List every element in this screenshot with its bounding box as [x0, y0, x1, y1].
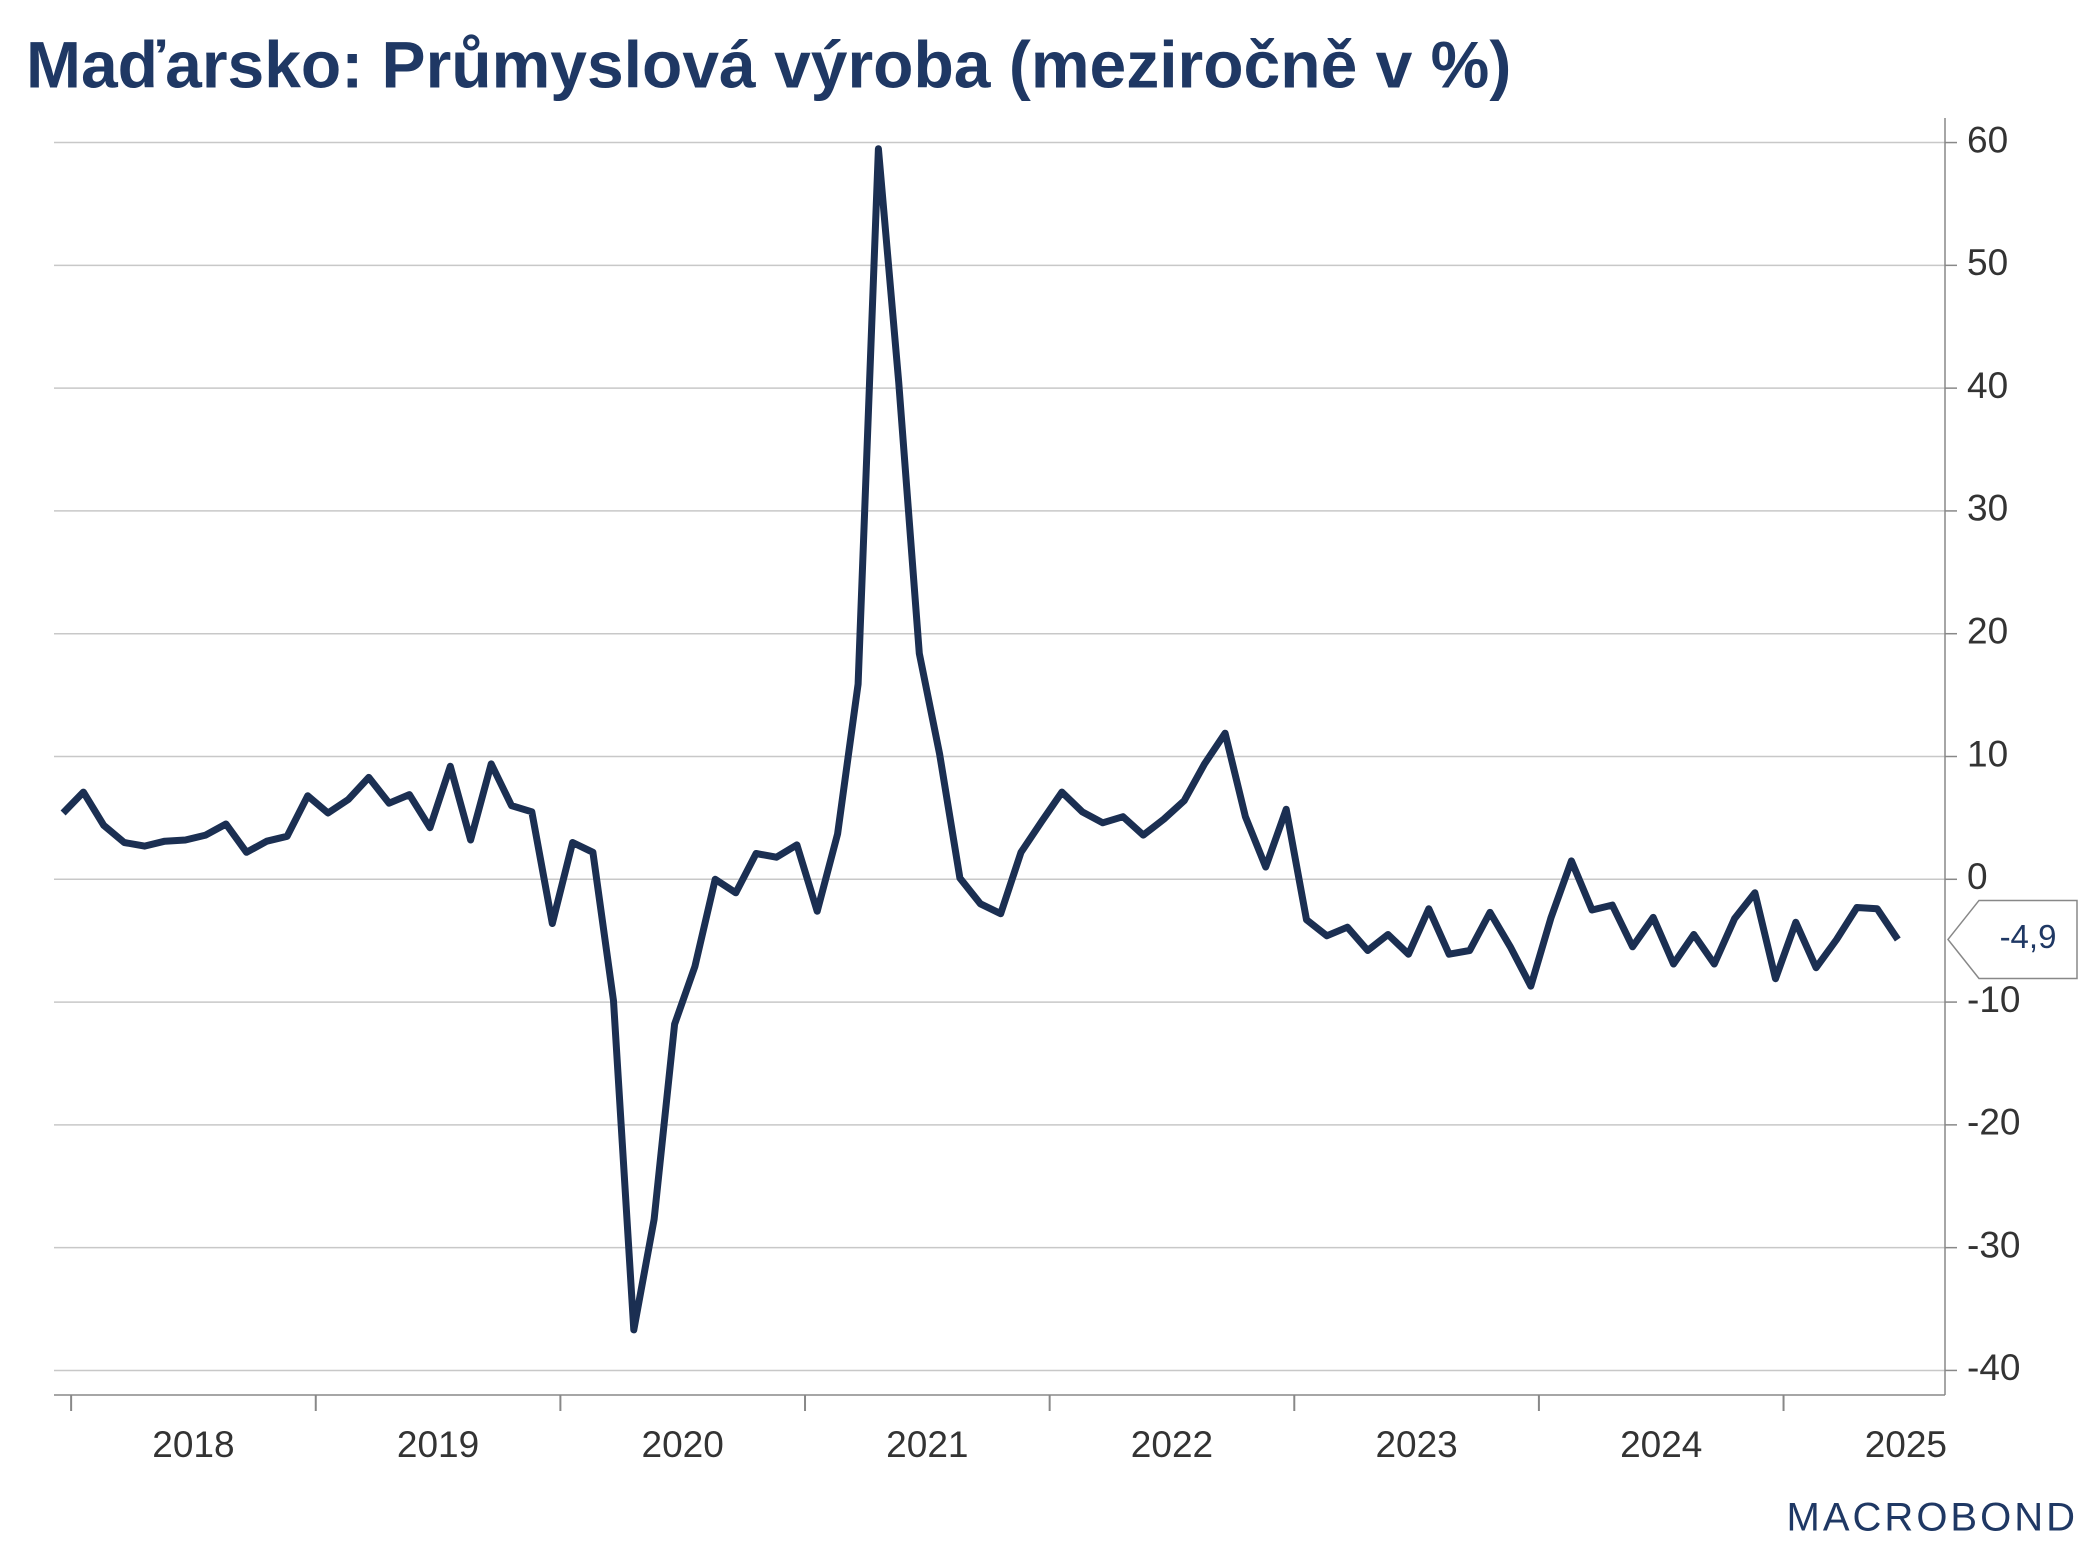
- x-tick-label: 2021: [886, 1424, 968, 1465]
- x-tick-label: 2023: [1375, 1424, 1457, 1465]
- last-value-label: -4,9: [2000, 918, 2057, 955]
- y-tick-label: -30: [1967, 1224, 2020, 1265]
- y-tick-label: -10: [1967, 979, 2020, 1020]
- x-tick-label: 2022: [1131, 1424, 1213, 1465]
- y-tick-label: 60: [1967, 119, 2008, 160]
- source-logo: MACROBOND: [1787, 1496, 2078, 1540]
- y-tick-label: 20: [1967, 610, 2008, 651]
- x-tick-label: 2018: [152, 1424, 234, 1465]
- x-tick-label: 2024: [1620, 1424, 1702, 1465]
- y-tick-label: 10: [1967, 733, 2008, 774]
- line-series: [60, 145, 1901, 1334]
- y-tick-label: 30: [1967, 488, 2008, 529]
- x-tick-label: 2025: [1865, 1424, 1947, 1465]
- last-value-box: [1947, 899, 2078, 980]
- chart-title: Maďarsko: Průmyslová výroba (meziročně v…: [26, 27, 1511, 101]
- y-tick-label: -40: [1967, 1347, 2020, 1388]
- y-tick-label: 40: [1967, 365, 2008, 406]
- x-tick-label: 2019: [397, 1424, 479, 1465]
- y-tick-label: 50: [1967, 242, 2008, 283]
- y-tick-label: 0: [1967, 856, 1988, 897]
- x-tick-label: 2020: [642, 1424, 724, 1465]
- y-tick-label: -20: [1967, 1102, 2020, 1143]
